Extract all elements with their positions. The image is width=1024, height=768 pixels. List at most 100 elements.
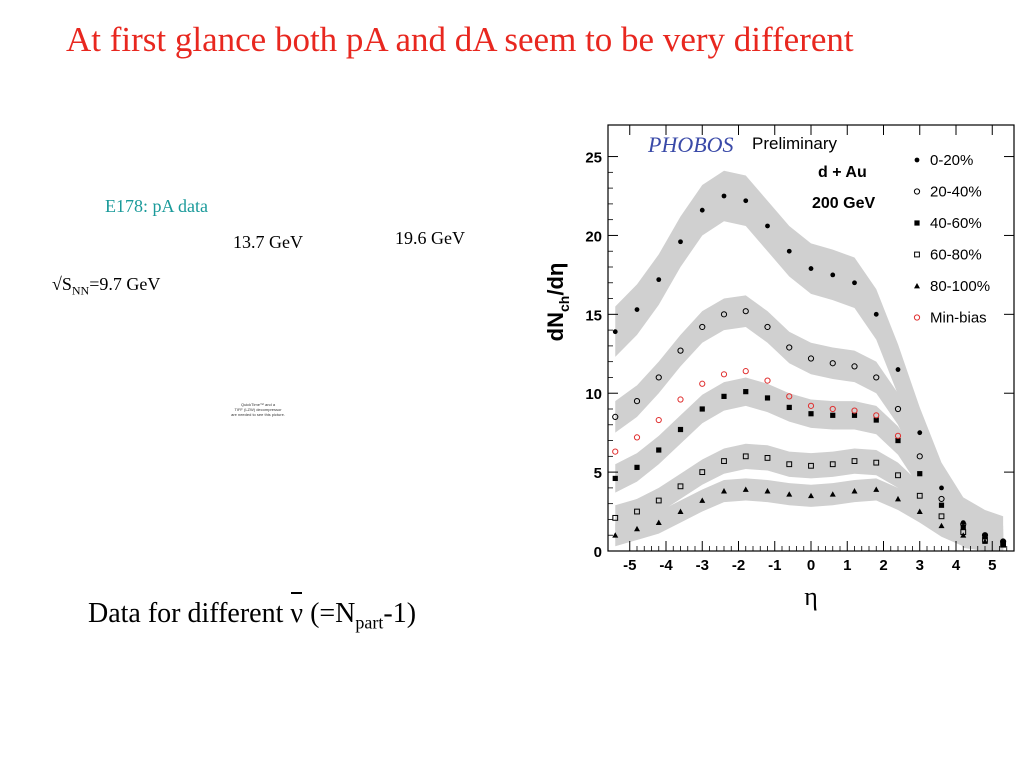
energy-9-7-label: √SNN=9.7 GeV (52, 274, 160, 299)
bottom-prefix: Data for different (88, 598, 291, 629)
data-point-1-10 (829, 360, 836, 367)
data-point-3-13 (895, 472, 901, 479)
data-point-1-4 (699, 323, 706, 331)
x-tick-label-5: 5 (988, 557, 996, 574)
data-point-4-17 (982, 538, 988, 544)
data-point-3-2 (655, 497, 662, 504)
data-point-5-9 (807, 402, 815, 409)
data-point-5-11 (851, 407, 858, 414)
legend-marker-1 (913, 188, 921, 195)
data-point-5-0 (612, 448, 619, 455)
data-point-4-7 (764, 488, 771, 494)
data-point-4-9 (808, 492, 814, 499)
energy-9-7-prefix: √S (52, 274, 72, 294)
data-point-1-12 (873, 374, 880, 381)
data-point-5-7 (764, 377, 771, 384)
data-point-0-10 (830, 272, 836, 278)
data-point-0-15 (939, 485, 944, 491)
bottom-suffix: -1) (383, 598, 417, 629)
energy-label: 200 GeV (812, 195, 875, 212)
legend-label-4: 80-100% (930, 278, 990, 295)
data-point-0-4 (699, 207, 705, 213)
data-point-0-2 (656, 277, 662, 283)
data-point-0-13 (895, 367, 901, 372)
data-point-2-1 (634, 464, 640, 470)
legend-marker-4 (914, 283, 920, 289)
data-point-4-12 (873, 486, 880, 492)
data-point-1-14 (916, 453, 923, 460)
energy-9-7-sub: NN (71, 283, 90, 298)
data-point-2-7 (764, 395, 771, 401)
data-point-3-6 (742, 453, 749, 460)
bottom-caption: Data for different ν (=Npart-1) (88, 592, 417, 634)
data-point-3-3 (677, 483, 684, 490)
data-point-1-15 (938, 495, 945, 503)
y-axis-label-sub: ch (556, 296, 572, 312)
legend-label-1: 20-40% (930, 184, 982, 201)
data-point-0-8 (786, 248, 792, 254)
data-point-2-4 (699, 406, 705, 412)
dndeta-chart: 0 5 10 15 20 25 -5 -4 -3 -2 -1 0 1 2 3 4 5 PHOBOS Prelimin… (543, 124, 1015, 611)
legend-marker-2 (914, 220, 920, 226)
data-point-1-11 (851, 363, 858, 370)
x-tick-label-2: 2 (879, 557, 887, 574)
data-point-4-5 (721, 488, 727, 494)
data-point-2-6 (743, 389, 749, 395)
band-3 (615, 443, 1004, 551)
y-tick-label-25: 25 (585, 150, 602, 167)
data-point-2-10 (830, 412, 836, 418)
y-axis-label-main: dN (543, 312, 568, 341)
legend-label-3: 60-80% (930, 247, 982, 264)
data-point-1-13 (894, 405, 902, 413)
data-point-3-10 (829, 461, 836, 468)
data-point-2-0 (612, 475, 618, 482)
data-point-2-17 (982, 534, 988, 540)
data-point-3-14 (916, 492, 923, 499)
data-point-5-12 (873, 412, 880, 419)
data-point-0-9 (808, 266, 814, 271)
x-tick-label-3: 3 (916, 557, 924, 574)
data-point-5-4 (699, 380, 706, 387)
data-point-0-5 (721, 193, 727, 199)
data-point-0-12 (873, 311, 879, 317)
data-point-2-13 (895, 437, 901, 444)
energy-13-7-label: 13.7 GeV (233, 232, 303, 252)
x-tick-label--3: -3 (696, 557, 709, 574)
data-point-1-6 (742, 308, 749, 315)
data-point-4-0 (612, 532, 619, 538)
x-tick-label-4: 4 (952, 557, 961, 574)
data-point-0-14 (917, 430, 923, 436)
data-point-5-2 (655, 416, 662, 424)
y-tick-label-15: 15 (585, 307, 602, 324)
y-tick-label-20: 20 (585, 228, 602, 245)
quicktime-line-2: TIFF (LZW) decompressor (234, 407, 282, 412)
data-point-5-6 (742, 368, 749, 375)
nu-bar-symbol: ν (290, 592, 304, 629)
data-point-0-3 (678, 239, 683, 245)
data-point-4-3 (677, 508, 684, 514)
data-point-5-5 (720, 371, 728, 378)
y-tick-label-5: 5 (594, 465, 602, 482)
slide-title: At first glance both pA and dA seem to b… (66, 20, 854, 59)
preliminary-label: Preliminary (752, 134, 838, 153)
data-point-4-15 (938, 522, 945, 529)
data-point-3-1 (634, 508, 640, 515)
data-point-2-2 (656, 447, 662, 453)
data-point-4-13 (895, 495, 901, 502)
legend-label-0: 0-20% (930, 152, 973, 169)
data-point-2-5 (721, 393, 727, 399)
data-point-2-8 (786, 404, 792, 411)
data-point-1-3 (677, 347, 684, 354)
quicktime-line-1: QuickTime™ and a (240, 402, 276, 407)
energy-9-7-suffix: =9.7 GeV (89, 274, 161, 294)
data-point-3-7 (764, 455, 771, 461)
data-point-4-18 (1000, 541, 1007, 548)
data-point-1-8 (786, 344, 793, 351)
data-point-5-3 (677, 396, 684, 403)
x-tick-label--1: -1 (768, 557, 781, 574)
data-point-1-0 (612, 413, 619, 420)
data-point-2-14 (917, 471, 923, 477)
data-point-2-9 (808, 411, 814, 417)
legend-label-2: 40-60% (930, 215, 982, 232)
data-point-5-1 (633, 434, 641, 441)
